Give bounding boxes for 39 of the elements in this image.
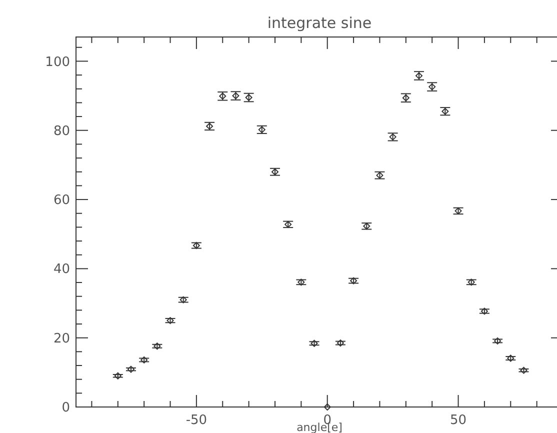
point [480, 308, 488, 315]
point [324, 404, 331, 410]
point [206, 122, 214, 130]
point [258, 126, 266, 134]
x-axis-title: angle[e] [296, 421, 342, 433]
chart-title: integrate sine [267, 14, 372, 32]
y-tick-label: 100 [45, 54, 70, 70]
x-tick-label: 50 [450, 413, 467, 428]
point [428, 83, 436, 90]
point [494, 337, 502, 344]
point [127, 366, 134, 373]
point [468, 278, 475, 286]
point [114, 372, 122, 380]
y-tick-label: 0 [62, 400, 70, 416]
y-tick-label: 20 [53, 331, 70, 346]
point [298, 278, 305, 286]
point [192, 242, 200, 250]
y-tick-label: 40 [53, 262, 70, 278]
point [140, 356, 148, 364]
point [232, 92, 240, 100]
point [363, 222, 370, 230]
point [454, 207, 462, 214]
point [284, 220, 292, 228]
point [389, 133, 396, 140]
point [154, 342, 161, 350]
x-tick-label: -50 [186, 413, 208, 428]
point [310, 340, 318, 347]
point [180, 296, 187, 304]
point [336, 340, 344, 347]
y-tick-label: 60 [53, 193, 70, 208]
point [166, 317, 174, 324]
point [376, 172, 384, 179]
point [271, 168, 278, 176]
point [350, 277, 358, 284]
y-tick-label: 80 [53, 124, 70, 139]
point [415, 72, 422, 80]
point [442, 108, 449, 115]
point [520, 366, 528, 374]
point [507, 354, 514, 362]
